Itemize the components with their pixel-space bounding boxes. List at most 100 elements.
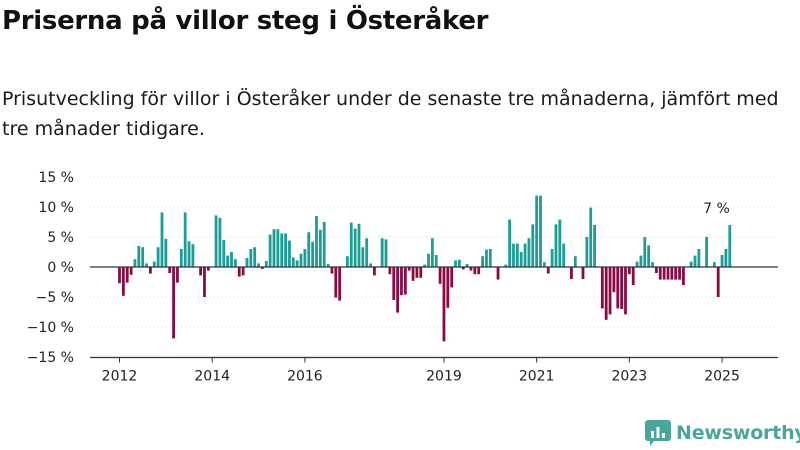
labels: 15 % 10 % 5 % 0 % −5 % −10 % −15 % 2012 2014 2016… <box>27 170 740 385</box>
bar <box>458 259 461 267</box>
bar <box>488 249 492 267</box>
bar <box>539 195 542 267</box>
bar <box>353 228 357 267</box>
bar <box>226 255 230 267</box>
bar <box>496 267 500 280</box>
bar <box>326 264 330 267</box>
bar <box>515 243 519 267</box>
bar <box>396 267 399 313</box>
bar <box>512 243 515 267</box>
bar <box>261 267 264 269</box>
bar <box>558 219 562 267</box>
bar <box>179 249 183 267</box>
bar <box>388 267 392 275</box>
bar <box>264 261 268 267</box>
y-tick-label: −10 % <box>27 320 74 336</box>
bar <box>419 267 423 278</box>
bar <box>203 267 206 297</box>
bar <box>222 240 226 267</box>
bar <box>570 267 573 279</box>
y-tick-label: −15 % <box>27 350 74 366</box>
bar <box>303 249 307 267</box>
bar <box>639 255 643 267</box>
bar <box>662 267 666 280</box>
bar <box>627 267 631 275</box>
bar <box>705 237 708 267</box>
bar <box>145 263 148 267</box>
bar <box>272 229 276 267</box>
bar <box>284 233 287 267</box>
bar <box>508 219 512 267</box>
bar <box>678 267 681 280</box>
bar <box>473 267 477 275</box>
brand-name: Newsworthy <box>676 422 800 444</box>
bar <box>295 260 299 267</box>
bar <box>168 267 172 273</box>
bar <box>554 224 558 267</box>
bar <box>550 249 554 267</box>
newsworthy-logo-icon <box>645 420 671 446</box>
bar <box>121 267 125 296</box>
bar <box>643 237 647 267</box>
brand-logo: Newsworthy <box>645 420 800 446</box>
bar <box>651 262 654 267</box>
bar <box>469 267 473 271</box>
y-tick-label: 15 % <box>38 170 74 186</box>
bar <box>535 195 539 267</box>
bar <box>612 267 616 293</box>
bar <box>647 245 651 267</box>
bar <box>311 241 315 267</box>
x-tick-label: 2014 <box>194 369 230 385</box>
x-tick-label: 2019 <box>426 369 462 385</box>
bar <box>604 267 608 320</box>
bar <box>249 249 253 267</box>
bar <box>307 232 311 267</box>
bar <box>562 243 566 267</box>
bar <box>682 267 685 285</box>
bar <box>322 222 326 267</box>
bar <box>291 257 295 267</box>
bar-chart: 15 % 10 % 5 % 0 % −5 % −10 % −15 % 2012 2014 2016… <box>27 170 778 385</box>
y-tick-label: 10 % <box>38 200 74 216</box>
bar <box>430 238 434 267</box>
x-tick-label: 2016 <box>287 369 323 385</box>
bar <box>546 267 550 274</box>
bar <box>125 267 129 283</box>
bar <box>504 264 508 267</box>
bar <box>176 267 179 283</box>
bar <box>423 264 427 267</box>
bar <box>485 249 488 267</box>
bar <box>670 267 674 280</box>
bar <box>318 229 322 267</box>
last-value-label: 7 % <box>703 201 730 217</box>
bar <box>600 267 604 309</box>
bar <box>631 267 635 285</box>
bar <box>164 238 168 267</box>
bar <box>400 267 403 296</box>
bar <box>241 267 245 276</box>
y-tick-label: 5 % <box>47 230 74 246</box>
bar <box>206 267 210 271</box>
bar <box>218 217 222 267</box>
x-tick-label: 2025 <box>704 369 740 385</box>
bar <box>373 267 376 276</box>
bar <box>288 240 291 267</box>
bar <box>156 247 160 267</box>
bar <box>129 267 133 275</box>
bar <box>191 244 195 267</box>
bar <box>481 256 484 267</box>
bar <box>280 233 284 267</box>
bar <box>345 256 349 267</box>
bar <box>152 261 156 267</box>
chart-title: Priserna på villor steg i Österåker <box>2 6 489 36</box>
axes <box>90 266 778 363</box>
x-tick-label: 2021 <box>519 369 555 385</box>
bar <box>118 267 121 284</box>
bar <box>214 215 218 267</box>
y-tick-label: 0 % <box>47 260 74 276</box>
bar <box>585 237 589 267</box>
bar <box>712 262 716 267</box>
bar <box>361 247 365 267</box>
bar <box>589 207 593 267</box>
bar <box>724 249 728 267</box>
